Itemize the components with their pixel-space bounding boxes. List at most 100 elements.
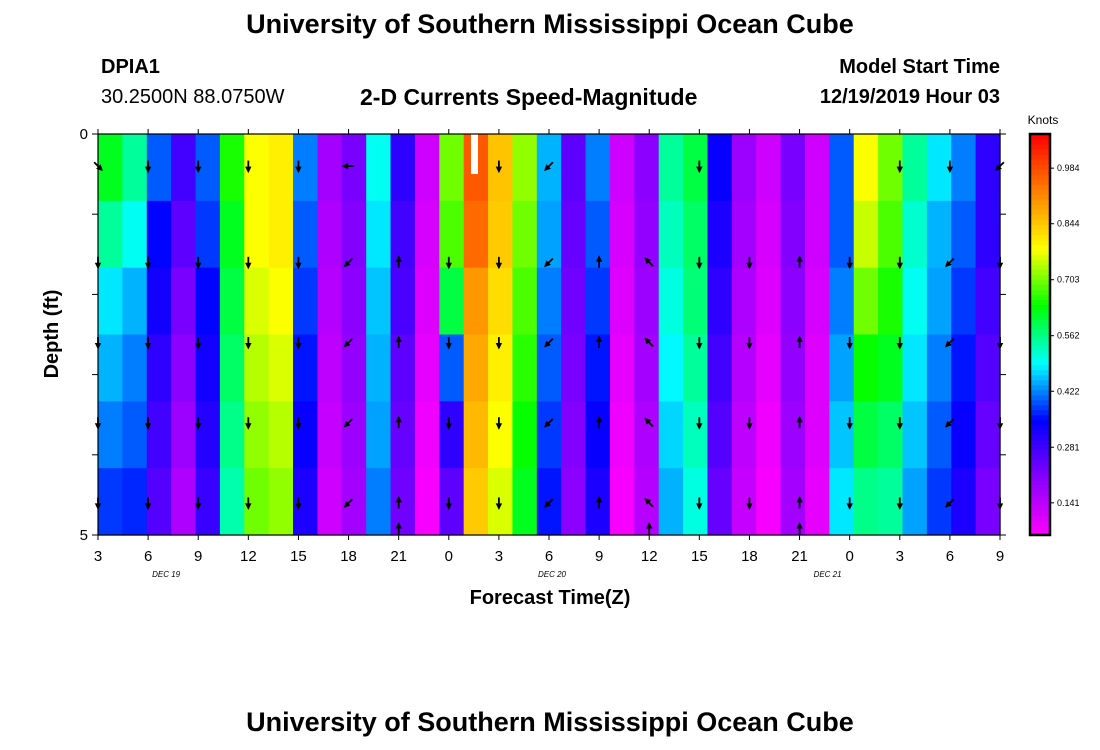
x-tick-label: 0 (445, 548, 453, 565)
heatmap-cell (439, 134, 465, 202)
current-arrowhead (846, 343, 853, 350)
colorbar-segment (1030, 269, 1050, 275)
current-arrowhead (495, 166, 503, 174)
current-arrowhead (896, 343, 903, 350)
heatmap-cell (585, 267, 611, 336)
current-arrowhead (896, 423, 903, 430)
heatmap-cell (707, 334, 733, 402)
colorbar-segment (1030, 259, 1050, 265)
heatmap-cell (731, 468, 757, 536)
colorbar-segment (1030, 199, 1050, 205)
colorbar-segment (1030, 499, 1050, 506)
heatmap-cell (780, 134, 806, 202)
heatmap-cell (390, 267, 416, 336)
heatmap-cell (219, 200, 245, 269)
heatmap-cell (634, 267, 660, 336)
heatmap-cell (219, 468, 245, 536)
current-arrowhead (144, 423, 152, 430)
heatmap-cell (512, 200, 538, 269)
heatmap-cell (609, 267, 635, 336)
colorbar-segment (1030, 134, 1050, 140)
model-start-label: Model Start Time (839, 56, 1000, 78)
colorbar-frame (1028, 132, 1052, 537)
station-id: DPIA1 (101, 56, 160, 78)
colorbar-segment (1030, 404, 1050, 411)
heatmap-cell (780, 267, 806, 336)
heatmap-cell (146, 200, 172, 269)
heatmap-cell (658, 267, 684, 336)
x-tick-label: 12 (641, 548, 658, 565)
heatmap-cell (463, 200, 489, 269)
y-axis-label: Depth (ft) (41, 290, 63, 379)
heatmap-cell (683, 200, 709, 269)
colorbar-segment (1030, 474, 1050, 481)
current-arrowhead (544, 260, 551, 268)
current-arrowhead (746, 343, 753, 350)
colorbar-segment (1030, 434, 1050, 441)
colorbar-segment (1030, 454, 1050, 461)
colorbar-segment (1030, 379, 1050, 386)
current-arrowhead (495, 423, 503, 430)
colorbar-segment (1030, 384, 1050, 391)
heatmap-cell (146, 468, 172, 536)
colorbar-segment (1030, 519, 1050, 526)
heatmap-cell (171, 334, 197, 402)
heatmap-cell (268, 267, 294, 336)
current-arrowhead (644, 417, 652, 425)
colorbar-segment (1030, 174, 1050, 180)
heatmap-cell (975, 468, 1001, 536)
heatmap-cell (853, 134, 879, 202)
colorbar-tick-label: 0.562 (1057, 331, 1080, 341)
colorbar-segment (1030, 529, 1050, 536)
colorbar-segment (1030, 374, 1050, 381)
heatmap-cell (293, 468, 319, 536)
heatmap-cell (853, 200, 879, 269)
heatmap-cell (902, 334, 928, 402)
colorbar-tick-label: 0.703 (1057, 275, 1080, 285)
colorbar-segment (1030, 369, 1050, 376)
current-arrowhead (445, 503, 452, 510)
colorbar-segment (1030, 304, 1050, 311)
heatmap-cell (804, 401, 830, 469)
colorbar-segment (1030, 344, 1050, 351)
heatmap-cell (512, 468, 538, 536)
current-arrowhead (395, 255, 402, 262)
heatmap-cell (390, 134, 416, 202)
heatmap-cell (293, 401, 319, 469)
colorbar-segment (1030, 399, 1050, 406)
colorbar-segment (1030, 139, 1050, 145)
current-arrowhead (395, 522, 402, 529)
heatmap-cell (731, 334, 757, 402)
current-arrowhead (746, 503, 753, 510)
heatmap-cell (512, 134, 538, 202)
heatmap-cell (293, 200, 319, 269)
colorbar-segment (1030, 464, 1050, 471)
heatmap-cell (122, 401, 148, 469)
x-tick-label: 9 (194, 548, 202, 565)
heatmap-cell (756, 267, 782, 336)
heatmap-cell (926, 401, 952, 469)
colorbar-tick-label: 0.422 (1057, 386, 1080, 396)
current-arrowhead (646, 522, 653, 529)
colorbar-segment (1030, 154, 1050, 160)
heatmap-cell (414, 401, 440, 469)
current-arrowhead (245, 166, 252, 174)
missing-data-marker (471, 134, 478, 174)
current-arrowhead (796, 415, 803, 423)
current-arrowhead (343, 260, 351, 268)
heatmap-cell (634, 134, 660, 202)
heatmap-cell (609, 200, 635, 269)
colorbar-segment (1030, 354, 1050, 361)
current-arrowhead (896, 166, 903, 174)
heatmap-cell (951, 468, 977, 536)
heatmap-cell (536, 401, 562, 469)
heatmap-cell (853, 267, 879, 336)
current-arrowhead (595, 335, 603, 342)
current-arrowhead (495, 343, 503, 350)
heatmap-cell (366, 334, 392, 402)
heatmap-cell (975, 267, 1001, 336)
colorbar-segment (1030, 349, 1050, 356)
heatmap-cell (219, 267, 245, 336)
colorbar-segment (1030, 364, 1050, 371)
